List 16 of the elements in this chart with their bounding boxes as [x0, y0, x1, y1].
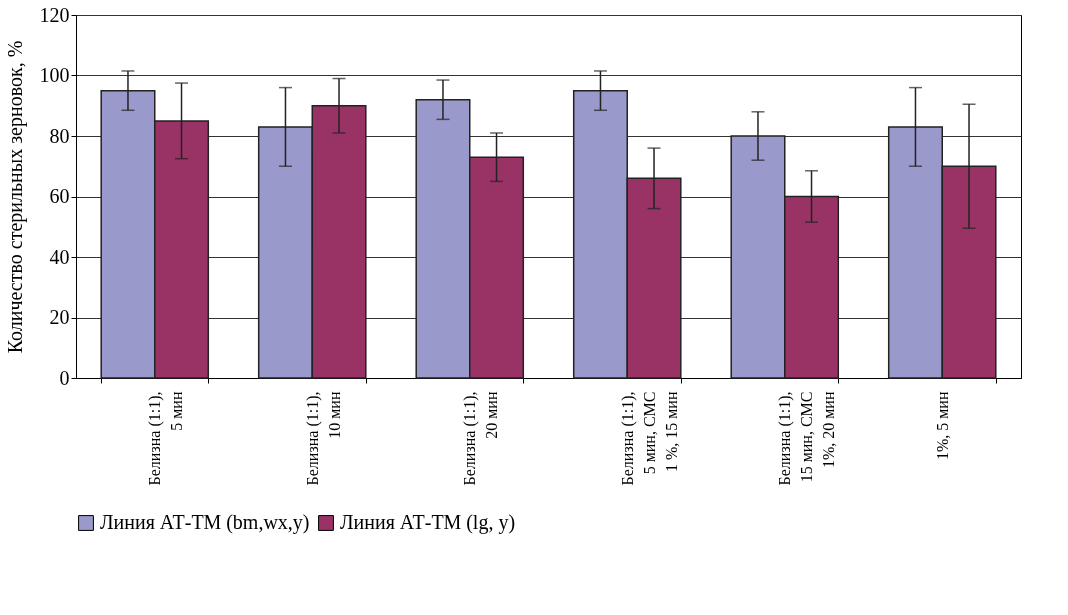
y-tick-label: 0	[59, 366, 70, 389]
y-tick-label: 40	[49, 245, 70, 268]
y-tick-label: 80	[49, 124, 70, 147]
legend-label: Линия АТ-ТМ (bm,wx,y)	[100, 511, 310, 534]
y-tick-label: 100	[39, 64, 70, 86]
x-tick-label: Белизна (1:1), 5 мин, СМС 1 %, 15 мин	[618, 391, 680, 486]
x-tick-label: Белизна (1:1), 15 мин, СМС 1%, 20 мин	[776, 391, 838, 486]
y-axis-title: Количество стерильных зерновок, %	[3, 40, 27, 354]
x-tick-label: Белизна (1:1), 20 мин	[461, 391, 501, 486]
y-tick-label: 20	[49, 306, 70, 328]
x-tick-label: Белизна (1:1), 10 мин	[303, 391, 343, 486]
y-tick-label: 120	[39, 3, 70, 26]
x-tick-label: Белизна (1:1), 5 мин	[146, 391, 186, 486]
y-tick-label: 60	[49, 185, 70, 207]
x-tick-label: 1%, 5 мин	[933, 391, 951, 461]
legend-label: Линия АТ-ТМ (lg, y)	[340, 511, 516, 534]
